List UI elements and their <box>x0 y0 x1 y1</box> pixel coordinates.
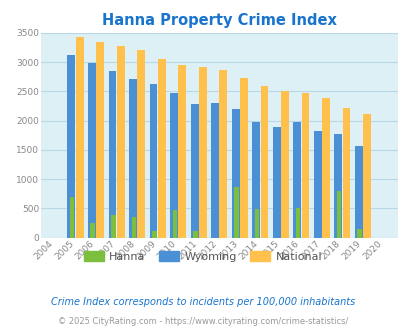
Bar <box>336 191 341 238</box>
Bar <box>301 93 309 238</box>
Bar <box>172 210 177 238</box>
Bar <box>88 63 96 238</box>
Bar <box>334 134 341 238</box>
Bar <box>231 109 239 238</box>
Bar <box>108 71 116 238</box>
Text: © 2025 CityRating.com - https://www.cityrating.com/crime-statistics/: © 2025 CityRating.com - https://www.city… <box>58 317 347 326</box>
Bar <box>67 55 75 238</box>
Bar <box>342 109 350 238</box>
Bar <box>90 223 95 238</box>
Bar <box>272 126 280 238</box>
Bar <box>254 209 259 238</box>
Bar <box>170 93 177 238</box>
Bar <box>75 37 83 238</box>
Bar <box>131 217 136 238</box>
Bar <box>313 131 321 238</box>
Title: Hanna Property Crime Index: Hanna Property Crime Index <box>102 13 336 28</box>
Bar <box>152 231 156 238</box>
Bar <box>111 215 115 238</box>
Bar <box>190 104 198 238</box>
Legend: Hanna, Wyoming, National: Hanna, Wyoming, National <box>79 247 326 267</box>
Bar <box>129 79 136 238</box>
Bar <box>158 59 165 238</box>
Bar <box>234 187 238 238</box>
Text: Crime Index corresponds to incidents per 100,000 inhabitants: Crime Index corresponds to incidents per… <box>51 297 354 307</box>
Bar <box>354 146 362 238</box>
Bar <box>70 197 74 238</box>
Bar <box>239 78 247 238</box>
Bar <box>295 208 300 238</box>
Bar <box>362 114 370 238</box>
Bar <box>96 42 104 238</box>
Bar <box>356 229 361 238</box>
Bar <box>280 91 288 238</box>
Bar <box>198 68 206 238</box>
Bar <box>117 47 124 238</box>
Bar <box>211 103 218 238</box>
Bar <box>321 98 329 238</box>
Bar <box>260 85 268 238</box>
Bar <box>149 84 157 238</box>
Bar <box>137 50 145 238</box>
Bar <box>252 122 260 238</box>
Bar <box>178 65 186 238</box>
Bar <box>293 122 301 238</box>
Bar <box>219 70 227 238</box>
Bar <box>193 231 197 238</box>
